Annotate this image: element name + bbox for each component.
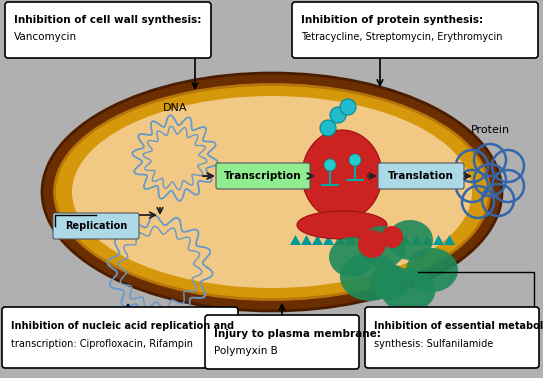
Ellipse shape xyxy=(302,130,382,220)
Circle shape xyxy=(349,154,361,166)
Text: Tetracycline, Streptomycin, Erythromycin: Tetracycline, Streptomycin, Erythromycin xyxy=(301,32,502,42)
Ellipse shape xyxy=(42,73,502,311)
Text: DNA: DNA xyxy=(163,103,187,113)
Text: Enzyme: Enzyme xyxy=(368,312,412,322)
Polygon shape xyxy=(367,235,378,245)
Text: synthesis: Sulfanilamide: synthesis: Sulfanilamide xyxy=(374,339,493,349)
Polygon shape xyxy=(422,235,433,245)
Polygon shape xyxy=(334,235,345,245)
Ellipse shape xyxy=(406,248,458,292)
Text: Vancomycin: Vancomycin xyxy=(14,32,77,42)
Polygon shape xyxy=(323,235,334,245)
Polygon shape xyxy=(301,235,312,245)
Ellipse shape xyxy=(387,220,433,260)
Text: Injury to plasma membrane:: Injury to plasma membrane: xyxy=(214,329,381,339)
Circle shape xyxy=(320,120,336,136)
Text: Replication: Replication xyxy=(65,221,127,231)
Circle shape xyxy=(340,99,356,115)
Polygon shape xyxy=(400,235,411,245)
Circle shape xyxy=(330,107,346,123)
Polygon shape xyxy=(389,235,400,245)
Circle shape xyxy=(381,226,403,248)
Text: transcription: Ciprofloxacin, Rifampin: transcription: Ciprofloxacin, Rifampin xyxy=(11,339,193,349)
Polygon shape xyxy=(411,235,422,245)
FancyBboxPatch shape xyxy=(53,213,139,239)
Text: Protein: Protein xyxy=(470,125,509,135)
Polygon shape xyxy=(356,235,367,245)
Ellipse shape xyxy=(54,85,489,299)
Circle shape xyxy=(358,230,386,258)
Text: Translation: Translation xyxy=(388,171,454,181)
FancyBboxPatch shape xyxy=(292,2,538,58)
Ellipse shape xyxy=(358,226,406,268)
Polygon shape xyxy=(290,235,301,245)
FancyBboxPatch shape xyxy=(378,163,464,189)
Text: Polymyxin B: Polymyxin B xyxy=(214,346,278,356)
Text: Inhibition of protein synthesis:: Inhibition of protein synthesis: xyxy=(301,15,483,25)
FancyBboxPatch shape xyxy=(216,163,310,189)
FancyBboxPatch shape xyxy=(205,315,359,369)
FancyBboxPatch shape xyxy=(2,307,238,368)
Text: Inhibition of cell wall synthesis:: Inhibition of cell wall synthesis: xyxy=(14,15,201,25)
Polygon shape xyxy=(433,235,444,245)
Ellipse shape xyxy=(340,253,400,301)
Polygon shape xyxy=(312,235,323,245)
Polygon shape xyxy=(345,235,356,245)
Circle shape xyxy=(324,159,336,171)
Ellipse shape xyxy=(381,268,435,312)
Text: Inhibition of nucleic acid replication and: Inhibition of nucleic acid replication a… xyxy=(11,321,234,331)
Text: Transcription: Transcription xyxy=(224,171,302,181)
Ellipse shape xyxy=(370,264,410,300)
Polygon shape xyxy=(444,235,455,245)
Text: Inhibition of essential metabolite: Inhibition of essential metabolite xyxy=(374,321,543,331)
Ellipse shape xyxy=(329,237,375,277)
Polygon shape xyxy=(378,235,389,245)
Ellipse shape xyxy=(297,211,387,239)
FancyBboxPatch shape xyxy=(5,2,211,58)
Ellipse shape xyxy=(72,96,472,288)
FancyBboxPatch shape xyxy=(365,307,539,368)
